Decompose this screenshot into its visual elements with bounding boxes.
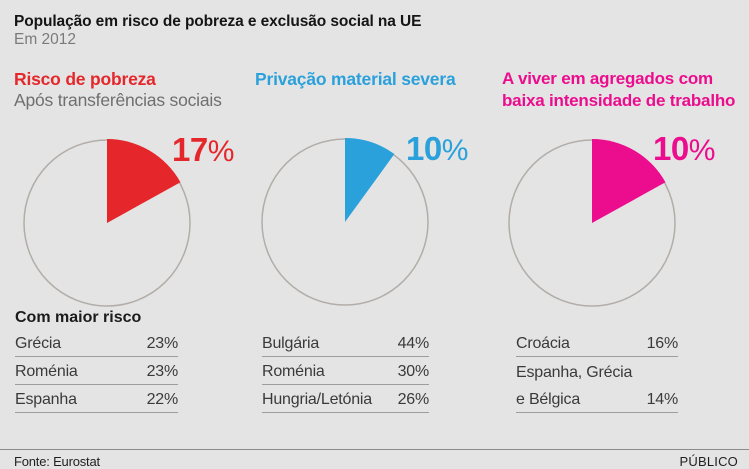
table-row: Roménia 23% xyxy=(15,357,178,385)
value-label: 22% xyxy=(146,391,179,408)
country-label: Croácia xyxy=(516,335,570,352)
pie-heading-baixa-intensidade: A viver em agregados com baixa intensida… xyxy=(502,69,736,110)
value-label: 26% xyxy=(397,391,430,408)
country-label: Hungria/Letónia xyxy=(262,391,372,408)
pie-chart-privacao-material xyxy=(261,138,429,306)
pct-sign: % xyxy=(207,135,235,168)
value-label: 14% xyxy=(646,391,679,408)
pie-chart-risco-de-pobreza xyxy=(23,139,191,307)
pie-heading-privacao-material: Privação material severa xyxy=(255,69,456,89)
table-row: Espanha 22% xyxy=(15,385,178,413)
value-label: 44% xyxy=(397,335,430,352)
pct-label: 10% xyxy=(406,132,468,168)
pct-number: 10 xyxy=(406,130,442,167)
table-row: Bulgária 44% xyxy=(262,329,429,357)
table-row: Hungria/Letónia 26% xyxy=(262,385,429,413)
country-label: Roménia xyxy=(262,363,325,380)
table-row: Croácia 16% xyxy=(516,329,678,357)
pct-label: 17% xyxy=(172,133,234,169)
top-risk-table-privacao: Bulgária 44% Roménia 30% Hungria/Letónia… xyxy=(262,329,429,413)
pie-slice xyxy=(107,139,181,223)
value-label: 16% xyxy=(646,335,679,352)
pie-chart-baixa-intensidade xyxy=(508,139,676,307)
table-row: e Bélgica 14% xyxy=(516,385,678,413)
country-label: Grécia xyxy=(15,335,61,352)
source-label: Fonte: Eurostat xyxy=(14,454,100,469)
pct-number: 10 xyxy=(653,130,689,167)
table-header: Com maior risco xyxy=(15,309,142,326)
pct-number: 17 xyxy=(172,131,208,168)
page-subtitle: Em 2012 xyxy=(14,31,77,48)
table-row: Roménia 30% xyxy=(262,357,429,385)
page-title: População em risco de pobreza e exclusão… xyxy=(14,13,422,30)
pie-subheading-transferencias: Após transferências sociais xyxy=(14,90,222,110)
table-row: Grécia 23% xyxy=(15,329,178,357)
table-row: Espanha, Grécia xyxy=(516,357,678,385)
pct-sign: % xyxy=(688,134,716,167)
publisher-logo: PÚBLICO xyxy=(679,454,738,469)
pie-slice xyxy=(345,138,395,222)
pct-label: 10% xyxy=(653,132,715,168)
country-label: Espanha, Grécia xyxy=(516,364,633,381)
top-risk-table-pobreza: Grécia 23% Roménia 23% Espanha 22% xyxy=(15,329,178,413)
value-label: 23% xyxy=(146,363,179,380)
value-label: 30% xyxy=(397,363,430,380)
value-label: 23% xyxy=(146,335,179,352)
pie-slice xyxy=(592,139,666,223)
country-label: Bulgária xyxy=(262,335,320,352)
country-label: Roménia xyxy=(15,363,78,380)
country-label: Espanha xyxy=(15,391,77,408)
pct-sign: % xyxy=(441,134,469,167)
pie-heading-risco-de-pobreza: Risco de pobreza xyxy=(14,69,156,89)
top-risk-table-intensidade: Croácia 16% Espanha, Grécia e Bélgica 14… xyxy=(516,329,678,413)
country-label: e Bélgica xyxy=(516,391,581,408)
footer-divider xyxy=(0,449,749,450)
